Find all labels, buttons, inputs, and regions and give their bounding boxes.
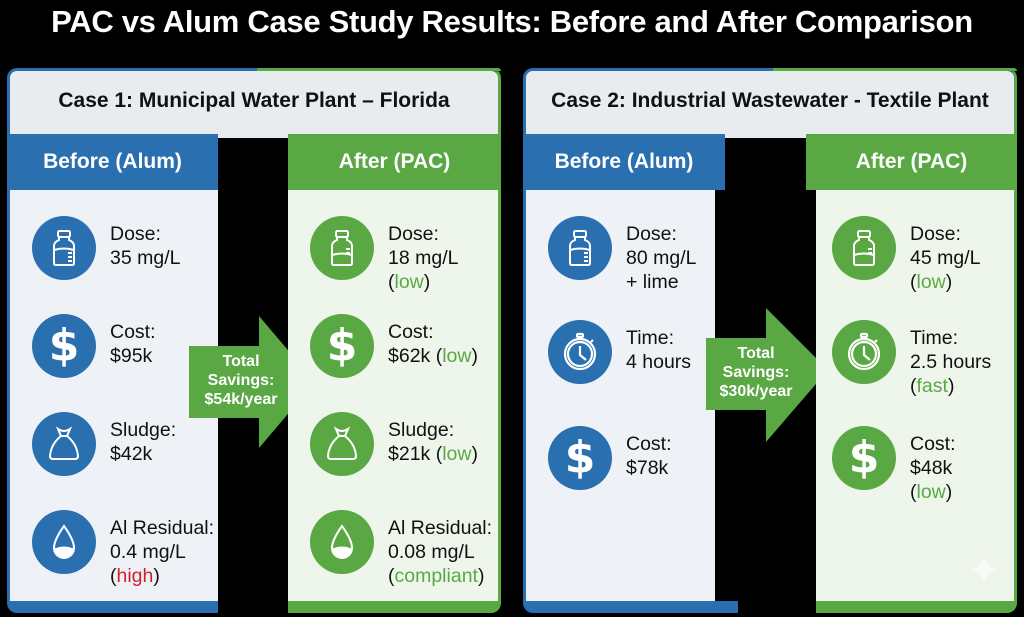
case-2-after-header: After (PAC) xyxy=(806,134,1017,190)
dollar-icon: $ xyxy=(832,426,896,490)
high-tag: high xyxy=(116,565,154,587)
cost-value: $48k xyxy=(910,457,953,479)
case-2-after-dose: Dose: 45 mg/L (low) xyxy=(832,216,980,294)
case-2-after-column: After (PAC) Dose: 45 mg/L (low) Time: 2 xyxy=(806,134,1017,613)
case-2-before-time: Time: 4 hours xyxy=(548,320,691,384)
savings-line-1: Total xyxy=(737,345,775,362)
dose-value: 80 mg/L xyxy=(626,247,697,269)
water-drop-icon xyxy=(32,510,96,574)
case-2-after-cost: $ Cost: $48k (low) xyxy=(832,426,956,504)
dose-value: 45 mg/L xyxy=(910,247,981,269)
case-1-before-header: Before (Alum) xyxy=(7,134,218,190)
bottle-icon xyxy=(832,216,896,280)
case-2-before-column: Before (Alum) Dose: 80 mg/L + lime Time: xyxy=(523,134,738,613)
dose-value: 18 mg/L xyxy=(388,247,459,269)
case-1-before-al-residual: Al Residual: 0.4 mg/L (high) xyxy=(32,510,214,588)
al-residual-label: Al Residual: xyxy=(388,517,493,539)
case-1-after-dose: Dose: 18 mg/L (low) xyxy=(310,216,458,294)
case-1-panel: Case 1: Municipal Water Plant – Florida … xyxy=(7,68,501,613)
time-label: Time: xyxy=(626,327,675,349)
sludge-bag-icon xyxy=(310,412,374,476)
fast-tag: fast xyxy=(916,375,948,397)
al-residual-value: 0.08 mg/L xyxy=(388,541,475,563)
dollar-icon: $ xyxy=(548,426,612,490)
savings-line-2: Savings: xyxy=(207,372,275,389)
savings-amount: $54k/year xyxy=(204,391,278,408)
bottle-icon xyxy=(310,216,374,280)
cost-label: Cost: xyxy=(626,433,672,455)
savings-line-2: Savings: xyxy=(722,364,790,381)
case-1-after-cost: $ Cost: $62k (low) xyxy=(310,314,478,378)
low-tag: low xyxy=(916,481,946,503)
low-tag: low xyxy=(916,271,946,293)
time-value: 2.5 hours xyxy=(910,351,992,373)
sludge-value: $21k xyxy=(388,443,431,465)
time-label: Time: xyxy=(910,327,959,349)
case-1-before-column: Before (Alum) Dose: 35 mg/L $ Cost: $95k xyxy=(7,134,218,613)
dose-label: Dose: xyxy=(388,223,439,245)
sludge-label: Sludge: xyxy=(110,419,177,441)
case-2-before-header: Before (Alum) xyxy=(523,134,725,190)
cost-value: $95k xyxy=(110,345,153,367)
dose-label: Dose: xyxy=(110,223,161,245)
time-value: 4 hours xyxy=(626,351,692,373)
compliant-tag: compliant xyxy=(394,565,478,587)
dollar-icon: $ xyxy=(32,314,96,378)
savings-line-1: Total xyxy=(222,353,260,370)
case-2-before-cost: $ Cost: $78k xyxy=(548,426,672,490)
case-1-header xyxy=(7,68,501,138)
case-1-title: Case 1: Municipal Water Plant – Florida xyxy=(58,89,450,112)
sludge-value: $42k xyxy=(110,443,153,465)
low-tag: low xyxy=(442,443,472,465)
case-1-before-sludge: Sludge: $42k xyxy=(32,412,176,476)
cost-label: Cost: xyxy=(910,433,956,455)
dose-label: Dose: xyxy=(910,223,961,245)
sludge-bag-icon xyxy=(32,412,96,476)
case-2-header xyxy=(523,68,1017,138)
savings-amount: $30k/year xyxy=(719,383,793,400)
stopwatch-icon xyxy=(548,320,612,384)
case-1-after-header: After (PAC) xyxy=(288,134,501,190)
dose-extra: + lime xyxy=(626,271,679,293)
case-2-title: Case 2: Industrial Wastewater - Textile … xyxy=(551,89,989,112)
cost-label: Cost: xyxy=(388,321,434,343)
al-residual-value: 0.4 mg/L xyxy=(110,541,186,563)
case-2-savings-arrow: Total Savings: $30k/year xyxy=(706,308,828,442)
dose-label: Dose: xyxy=(626,223,677,245)
case-2-before-dose: Dose: 80 mg/L + lime xyxy=(548,216,696,294)
bottle-icon xyxy=(32,216,96,280)
low-tag: low xyxy=(394,271,424,293)
cost-label: Cost: xyxy=(110,321,156,343)
case-1-before-dose: Dose: 35 mg/L xyxy=(32,216,180,280)
sparkle-icon xyxy=(970,556,998,584)
case-1-after-sludge: Sludge: $21k (low) xyxy=(310,412,478,476)
al-residual-label: Al Residual: xyxy=(110,517,215,539)
dose-value: 35 mg/L xyxy=(110,247,181,269)
case-2-after-time: Time: 2.5 hours (fast) xyxy=(832,320,991,398)
bottle-icon xyxy=(548,216,612,280)
case-1-after-column: After (PAC) Dose: 18 mg/L (low) $ Cost: … xyxy=(288,134,501,613)
water-drop-icon xyxy=(310,510,374,574)
case-1-savings-arrow: Total Savings: $54k/year xyxy=(189,316,315,448)
case-1-after-al-residual: Al Residual: 0.08 mg/L (compliant) xyxy=(310,510,492,588)
stopwatch-icon xyxy=(832,320,896,384)
case-2-panel: Case 2: Industrial Wastewater - Textile … xyxy=(523,68,1017,613)
sludge-label: Sludge: xyxy=(388,419,455,441)
low-tag: low xyxy=(442,345,472,367)
cost-value: $78k xyxy=(626,457,669,479)
case-1-before-cost: $ Cost: $95k xyxy=(32,314,156,378)
cost-value: $62k xyxy=(388,345,431,367)
dollar-icon: $ xyxy=(310,314,374,378)
page-title: PAC vs Alum Case Study Results: Before a… xyxy=(51,4,973,39)
